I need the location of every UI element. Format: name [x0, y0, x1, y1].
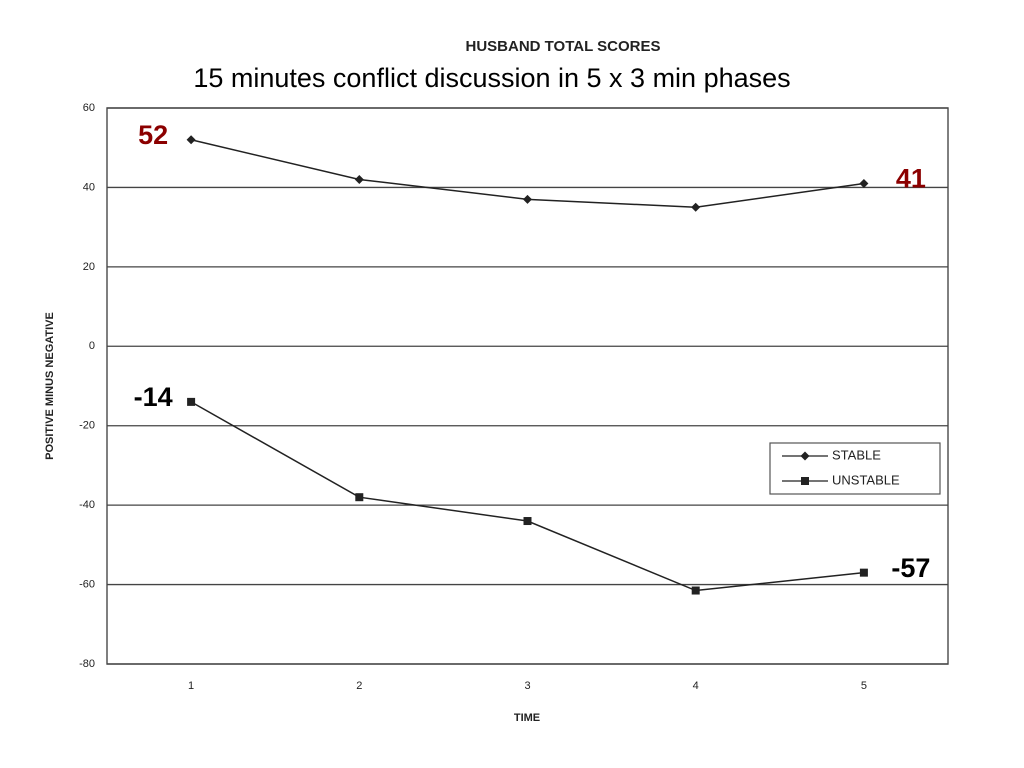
y-tick-label: 60	[83, 102, 95, 114]
x-tick-label: 2	[356, 680, 362, 692]
point	[187, 397, 196, 406]
chart-title: HUSBAND TOTAL SCORES	[465, 38, 660, 55]
x-tick-label: 5	[861, 680, 867, 692]
legend-label: STABLE	[832, 447, 881, 462]
value-label: -14	[134, 382, 173, 412]
legend-marker	[801, 477, 809, 485]
y-tick-label: -80	[79, 658, 95, 670]
y-tick-label: -40	[79, 499, 95, 511]
series-line	[190, 401, 864, 592]
point	[523, 517, 532, 526]
value-label: -57	[891, 553, 930, 583]
point	[186, 135, 196, 145]
point	[355, 493, 364, 502]
y-tick-label: -60	[79, 578, 95, 590]
legend-marker	[800, 451, 810, 461]
y-tick-label: 20	[83, 261, 95, 273]
x-axis-label: TIME	[514, 712, 540, 724]
point	[691, 586, 700, 595]
plot-frame	[106, 107, 949, 665]
value-label: 52	[138, 120, 168, 150]
x-tick-label: 4	[693, 680, 699, 692]
legend-box	[769, 442, 941, 495]
point	[523, 194, 532, 204]
chart-subtitle: 15 minutes conflict discussion in 5 x 3 …	[193, 63, 790, 93]
value-label: 41	[896, 164, 926, 194]
y-tick-label: -20	[79, 420, 95, 432]
point	[859, 178, 869, 188]
point	[859, 568, 868, 577]
point	[354, 174, 364, 184]
x-tick-label: 3	[524, 680, 530, 692]
y-axis-label: POSITIVE MINUS NEGATIVE	[44, 312, 56, 460]
x-tick-label: 1	[188, 680, 194, 692]
y-tick-label: 0	[89, 340, 95, 352]
legend-label: UNSTABLE	[832, 472, 900, 487]
y-tick-label: 40	[83, 181, 95, 193]
point	[691, 202, 701, 212]
